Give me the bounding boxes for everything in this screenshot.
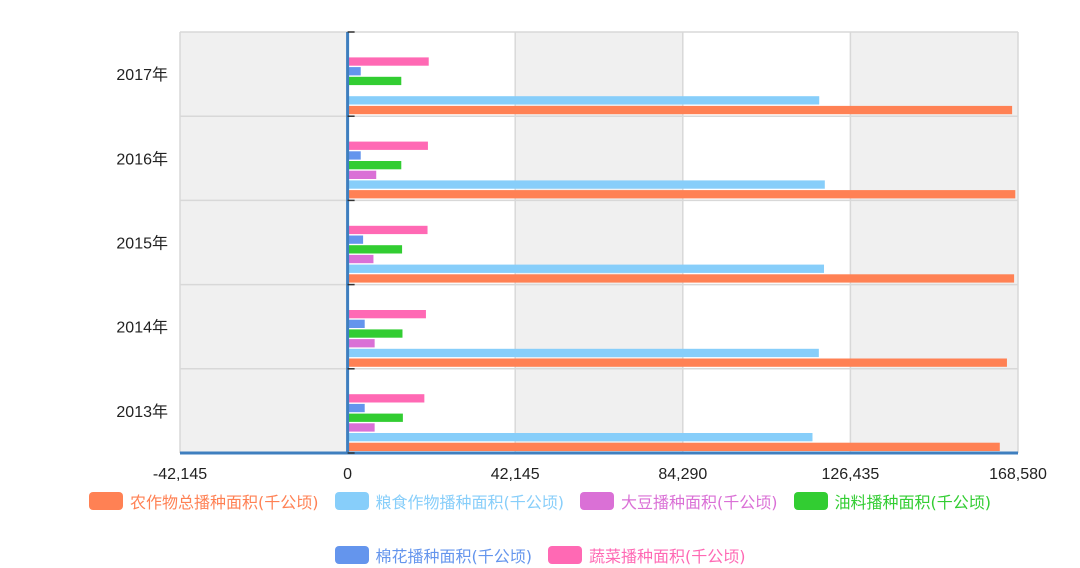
x-tick-label: 126,435: [821, 466, 879, 483]
bars-group: [347, 57, 1016, 451]
plot-band: [180, 32, 348, 453]
legend-swatch: [793, 492, 828, 510]
legend-label: 棉花播种面积(千公顷): [375, 547, 533, 566]
bar: [347, 170, 377, 179]
bar-chart: -42,145 0 42,145 84,290 126,435 168,580 2013年…: [116, 31, 1047, 483]
bar: [347, 245, 403, 254]
x-tick-label: 84,290: [658, 466, 707, 483]
bar: [347, 67, 361, 76]
bar: [347, 76, 402, 86]
bar: [347, 348, 819, 358]
category-labels: 2013年 2014年 2015年 2016年 2017年: [116, 66, 168, 421]
bar: [347, 141, 428, 150]
x-tick-label: 42,145: [491, 466, 540, 483]
bar: [347, 310, 426, 319]
bar: [347, 274, 1015, 283]
bar: [347, 180, 825, 189]
bar: [347, 235, 364, 244]
plot-background: [180, 32, 1018, 453]
legend: 农作物总播种面积(千公顷) 粮食作物播种面积(千公顷) 大豆播种面积(千公顷) 油料播…: [0, 488, 1080, 568]
bar: [347, 161, 402, 170]
bar: [347, 394, 425, 403]
legend-label: 蔬菜播种面积(千公顷): [589, 547, 746, 566]
legend-item[interactable]: 棉花播种面积(千公顷): [334, 542, 533, 568]
legend-item[interactable]: 蔬菜播种面积(千公顷): [548, 542, 746, 568]
bar: [347, 339, 375, 348]
bar: [347, 442, 1000, 451]
category-label: 2017年: [116, 66, 168, 84]
x-tick-label: 0: [343, 466, 352, 483]
bar: [347, 413, 403, 422]
axes-group: [180, 31, 1018, 455]
legend-item[interactable]: 粮食作物播种面积(千公顷): [334, 488, 565, 514]
bar: [347, 190, 1016, 199]
category-label: 2015年: [116, 235, 168, 253]
legend-item[interactable]: 油料播种面积(千公顷): [793, 488, 992, 514]
legend-swatch: [580, 492, 614, 510]
bar: [347, 423, 375, 432]
legend-item[interactable]: 大豆播种面积(千公顷): [580, 488, 778, 514]
legend-label: 农作物总播种面积(千公顷): [130, 493, 319, 512]
bar: [347, 319, 365, 328]
plot-band: [515, 32, 683, 453]
plot-band: [682, 32, 851, 453]
legend-swatch: [334, 546, 369, 564]
legend-label: 油料播种面积(千公顷): [834, 493, 992, 512]
category-label: 2016年: [116, 150, 168, 168]
bar: [347, 403, 365, 413]
x-tick-label: -42,145: [153, 466, 207, 483]
bar: [347, 329, 403, 338]
legend-label: 大豆播种面积(千公顷): [621, 493, 778, 512]
legend-swatch: [548, 546, 582, 564]
plot-band: [347, 32, 516, 453]
bar: [347, 264, 825, 273]
bar: [347, 358, 1007, 367]
plot-band: [850, 32, 1018, 453]
bar: [347, 433, 813, 442]
bar: [347, 96, 820, 105]
bar: [347, 151, 361, 160]
bar: [347, 105, 1013, 115]
bar: [347, 225, 428, 235]
category-label: 2013年: [116, 403, 168, 421]
legend-swatch: [334, 492, 369, 510]
bar: [347, 57, 429, 66]
x-tick-label: 168,580: [989, 466, 1047, 483]
legend-item[interactable]: 农作物总播种面积(千公顷): [89, 488, 319, 514]
legend-swatch: [89, 492, 123, 510]
x-tick-labels: -42,145 0 42,145 84,290 126,435 168,580: [153, 466, 1047, 483]
bar: [347, 254, 374, 264]
legend-label: 粮食作物播种面积(千公顷): [375, 493, 565, 512]
category-label: 2014年: [116, 319, 168, 337]
